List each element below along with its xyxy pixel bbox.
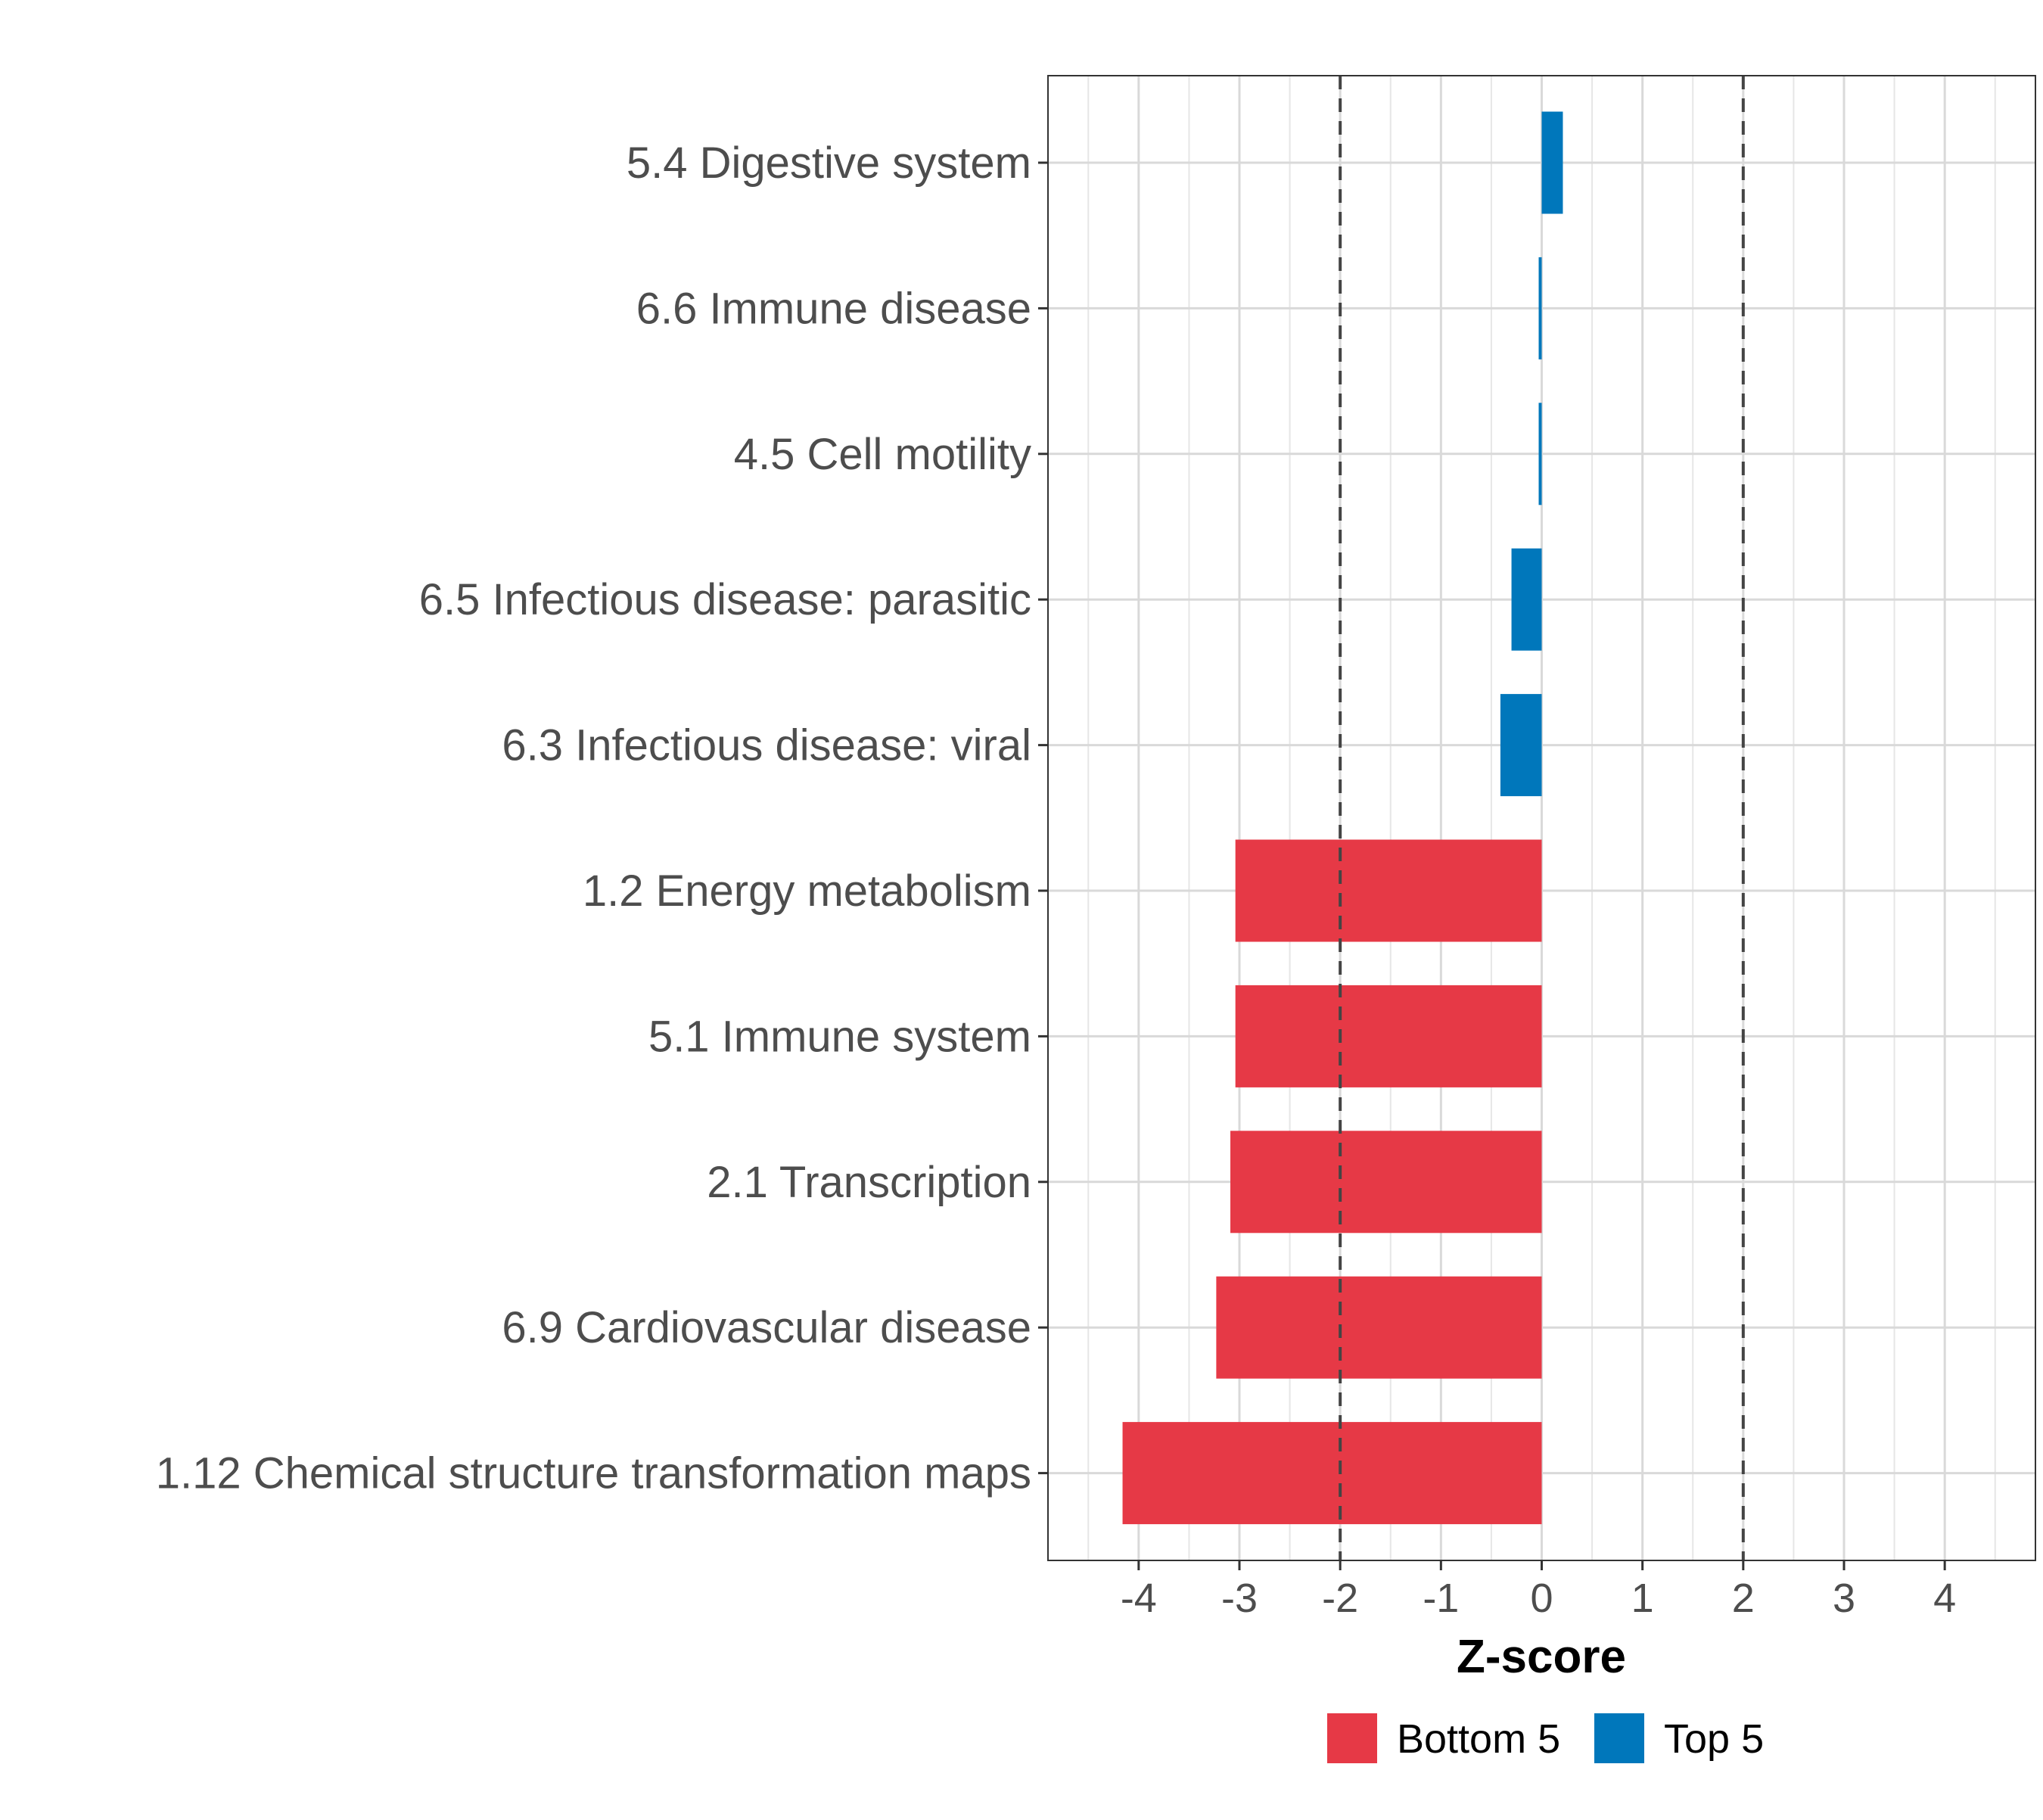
y-tick-label: 2.1 Transcription: [707, 1158, 1031, 1207]
x-axis-title: Z-score: [1457, 1631, 1626, 1683]
bar: [1216, 1276, 1542, 1379]
x-tick-label: 0: [1530, 1576, 1553, 1621]
x-tick-label: -3: [1221, 1576, 1258, 1621]
bar: [1230, 1131, 1542, 1234]
x-tick-label: 1: [1631, 1576, 1654, 1621]
y-axis: 5.4 Digestive system 6.6 Immune disease 4.…: [156, 138, 1048, 1498]
y-tick-label: 1.2 Energy metabolism: [583, 866, 1031, 916]
legend-swatch: [1594, 1713, 1644, 1763]
x-tick-label: -4: [1121, 1576, 1157, 1621]
bar: [1500, 694, 1542, 797]
legend-label: Bottom 5: [1397, 1716, 1560, 1762]
bar: [1538, 257, 1542, 359]
bar: [1541, 111, 1563, 214]
x-tick-label: 4: [1933, 1576, 1956, 1621]
x-tick-label: -1: [1423, 1576, 1459, 1621]
x-tick-label: 3: [1833, 1576, 1855, 1621]
reference-line-layer: [1339, 76, 1745, 1560]
y-tick-label: 4.5 Cell motility: [734, 430, 1031, 479]
bar-layer: [1122, 111, 1563, 1525]
bar: [1511, 548, 1542, 651]
bar: [1538, 403, 1542, 506]
legend-label: Top 5: [1664, 1716, 1764, 1762]
y-tick-label: 1.12 Chemical structure transformation m…: [156, 1449, 1031, 1498]
y-tick-label: 5.1 Immune system: [648, 1012, 1031, 1061]
bar: [1122, 1422, 1542, 1525]
y-tick-label: 6.5 Infectious disease: parasitic: [419, 575, 1031, 624]
x-axis: -4 -3 -2 -1 0 1 2 3 4: [1121, 1560, 1956, 1621]
x-tick-label: -2: [1322, 1576, 1358, 1621]
x-tick-label: 2: [1732, 1576, 1755, 1621]
y-tick-label: 6.9 Cardiovascular disease: [502, 1303, 1031, 1352]
y-tick-label: 5.4 Digestive system: [627, 138, 1031, 188]
y-tick-label: 6.6 Immune disease: [636, 284, 1031, 333]
bar: [1235, 839, 1542, 942]
y-tick-label: 6.3 Infectious disease: viral: [502, 721, 1031, 770]
bar: [1235, 985, 1542, 1087]
legend: Bottom 5 Top 5: [1327, 1713, 1764, 1763]
legend-swatch: [1327, 1713, 1377, 1763]
